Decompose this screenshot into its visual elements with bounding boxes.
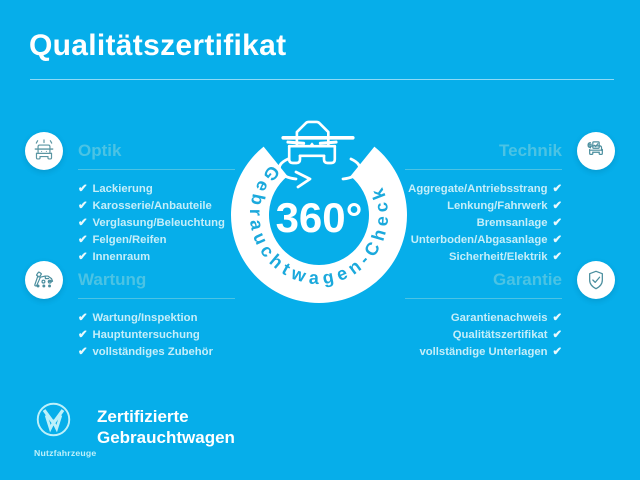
- svg-text:360°: 360°: [276, 194, 363, 241]
